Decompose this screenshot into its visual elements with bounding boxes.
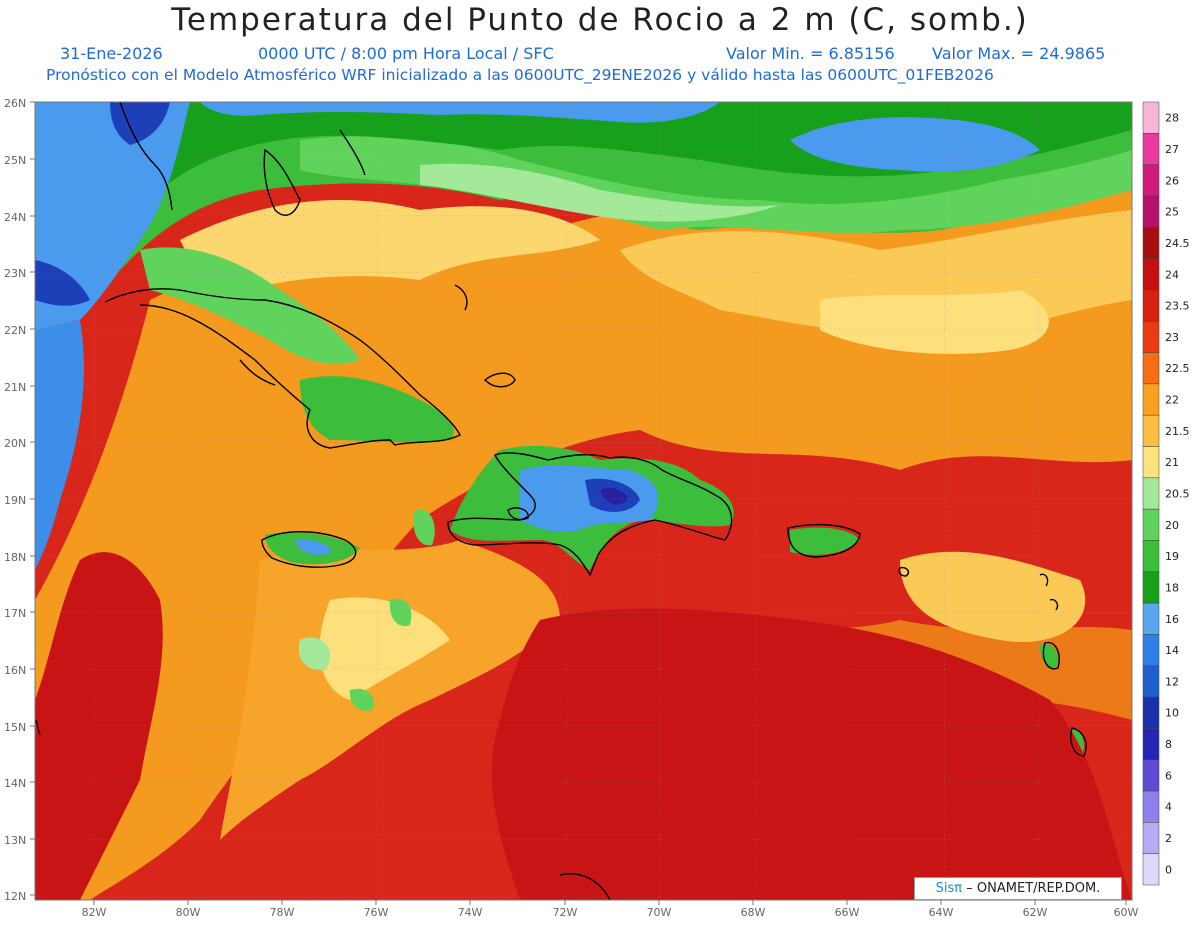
longitude-axis: 82W 80W 78W 76W 74W 72W 70W 68W 66W 64W … [82, 906, 1139, 919]
latitude-axis: 26N 25N 24N 23N 22N 21N 20N 19N 18N 17N … [4, 97, 26, 903]
colorbar-label: 22.5 [1165, 362, 1190, 375]
lat-label: 18N [4, 551, 26, 564]
colorbar-label: 14 [1165, 644, 1179, 657]
lat-label: 15N [4, 721, 26, 734]
min-value-label: Valor Min. = 6.85156 [726, 44, 895, 63]
credit-separator: – [966, 881, 977, 896]
colorbar-swatch [1142, 133, 1160, 165]
colorbar-swatch [1142, 446, 1160, 479]
colorbar-swatch [1142, 665, 1160, 698]
coastlines [35, 101, 1087, 901]
colorbar-label: 2 [1165, 832, 1172, 845]
model-info-label: Pronóstico con el Modelo Atmosférico WRF… [46, 66, 994, 84]
colorbar-label: 21 [1165, 456, 1179, 469]
lat-label: 19N [4, 494, 26, 507]
lon-label: 80W [176, 906, 201, 919]
colorbar-swatch [1142, 508, 1160, 541]
lon-label: 64W [929, 906, 954, 919]
lon-label: 60W [1114, 906, 1139, 919]
colorbar-swatch [1142, 414, 1160, 447]
lat-label: 21N [4, 381, 26, 394]
colorbar-swatch [1142, 790, 1160, 823]
colorbar-swatch [1142, 696, 1160, 729]
colorbar-label: 24.5 [1165, 237, 1190, 250]
colorbar-swatch [1142, 352, 1160, 385]
lat-label: 17N [4, 607, 26, 620]
colorbar-swatch [1142, 258, 1160, 291]
colorbar-label: 10 [1165, 707, 1179, 720]
map-title: Temperatura del Punto de Rocio a 2 m (C,… [171, 2, 1029, 38]
date-label: 31-Ene-2026 [60, 44, 163, 63]
sispi-logo: Sisπ [935, 881, 963, 896]
lat-label: 22N [4, 324, 26, 337]
lon-label: 68W [741, 906, 766, 919]
colorbar-swatch [1142, 195, 1160, 228]
colorbar-swatch [1142, 227, 1160, 259]
graticule [35, 102, 1132, 900]
lon-label: 66W [835, 906, 860, 919]
credit-box: Sisπ – ONAMET/REP.DOM. [914, 877, 1122, 900]
colorbar-swatch [1142, 289, 1160, 322]
lat-label: 12N [4, 890, 26, 903]
colorbar-label: 16 [1165, 613, 1179, 626]
lon-label: 62W [1023, 906, 1048, 919]
plot-frame [34, 101, 1133, 901]
colorbar-label: 12 [1165, 675, 1179, 688]
colorbar-swatch [1142, 477, 1160, 510]
lat-label: 14N [4, 777, 26, 790]
colorbar-swatch [1142, 822, 1160, 854]
lon-label: 78W [270, 906, 295, 919]
colorbar-label: 8 [1165, 738, 1172, 751]
colorbar-label: 22 [1165, 394, 1179, 407]
lat-label: 24N [4, 211, 26, 224]
colorbar-label: 27 [1165, 143, 1179, 156]
colorbar-swatch [1142, 320, 1160, 353]
colorbar-swatch [1142, 728, 1160, 760]
longitude-ticks [93, 900, 1127, 905]
lat-label: 25N [4, 154, 26, 167]
colorbar-label: 23 [1165, 331, 1179, 344]
lon-label: 82W [82, 906, 107, 919]
colorbar-label: 0 [1165, 863, 1172, 876]
colorbar-label: 26 [1165, 174, 1179, 187]
credit-text: ONAMET/REP.DOM. [976, 881, 1101, 896]
latitude-ticks [30, 101, 35, 896]
time-label: 0000 UTC / 8:00 pm Hora Local / SFC [258, 44, 554, 63]
lat-label: 16N [4, 664, 26, 677]
colorbar-label: 6 [1165, 769, 1172, 782]
colorbar-swatch [1142, 164, 1160, 197]
colorbar-legend: 2827262524.52423.52322.52221.52120.52019… [1142, 101, 1190, 886]
colorbar-swatch [1142, 602, 1160, 635]
colorbar-label: 4 [1165, 801, 1172, 814]
max-value-label: Valor Max. = 24.9865 [932, 44, 1106, 63]
lat-label: 26N [4, 97, 26, 110]
colorbar-label: 28 [1165, 112, 1179, 125]
colorbar-label: 25 [1165, 206, 1179, 219]
colorbar-swatch [1142, 853, 1160, 886]
lat-label: 13N [4, 834, 26, 847]
lon-label: 74W [458, 906, 483, 919]
colorbar-swatch [1142, 634, 1160, 667]
colorbar-swatch [1142, 383, 1160, 416]
colorbar-swatch [1142, 101, 1160, 134]
lat-label: 23N [4, 267, 26, 280]
colorbar-swatch [1142, 540, 1160, 573]
colorbar-swatch [1142, 571, 1160, 604]
lon-label: 76W [364, 906, 389, 919]
colorbar-label: 20.5 [1165, 488, 1190, 501]
colorbar-label: 19 [1165, 550, 1179, 563]
lat-label: 20N [4, 437, 26, 450]
lon-label: 72W [553, 906, 578, 919]
colorbar-swatch [1142, 759, 1160, 792]
colorbar-label: 18 [1165, 581, 1179, 594]
colorbar-label: 23.5 [1165, 300, 1190, 313]
colorbar-label: 21.5 [1165, 425, 1190, 438]
colorbar-label: 20 [1165, 519, 1179, 532]
colorbar-label: 24 [1165, 268, 1179, 281]
lon-label: 70W [647, 906, 672, 919]
